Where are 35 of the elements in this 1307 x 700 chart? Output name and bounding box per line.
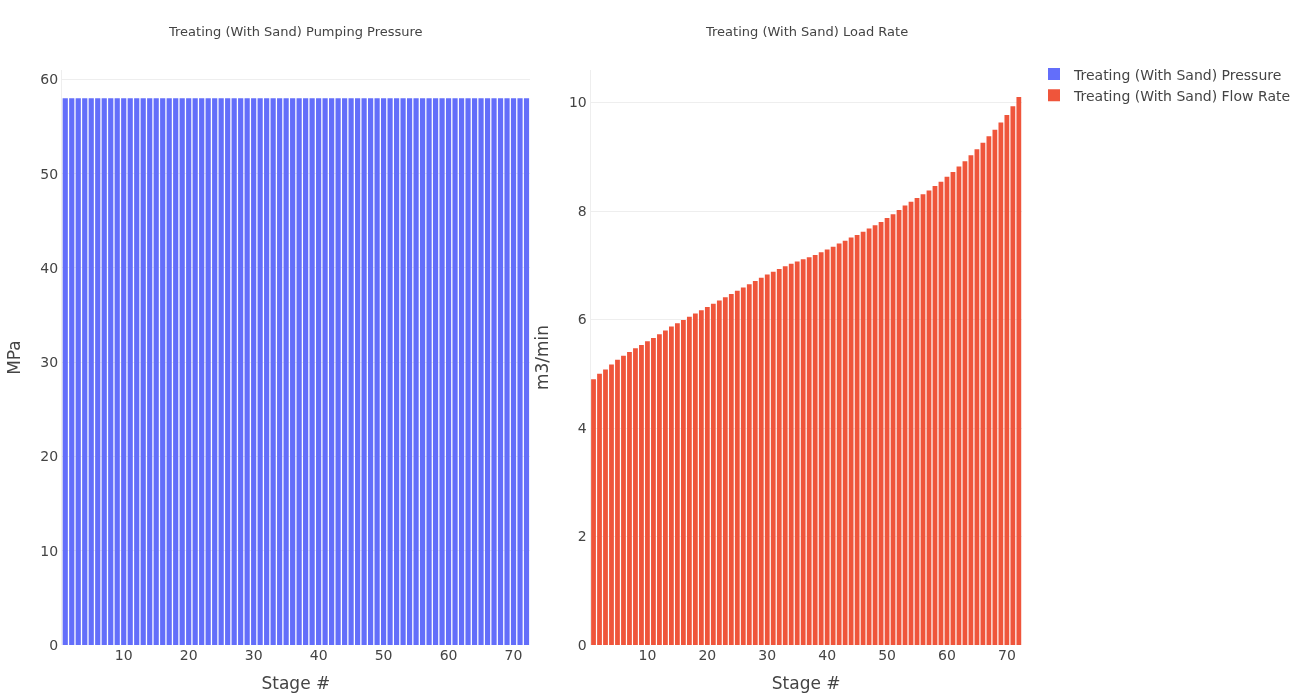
x-tick-label: 20: [179, 647, 198, 663]
y-axis-title: MPa: [3, 340, 24, 375]
x-tick-label: 10: [114, 647, 133, 663]
y-tick-label: 10: [568, 94, 587, 111]
y-tick-label: 0: [577, 636, 587, 653]
x-tick-label: 30: [244, 647, 263, 663]
x-tick-label: 20: [698, 647, 717, 663]
y-tick-label: 6: [577, 311, 587, 328]
x-tick-label: 70: [997, 647, 1016, 663]
y-tick-label: 8: [577, 202, 587, 219]
chart-title: Treating (With Sand) Pumping Pressure: [168, 24, 423, 39]
y-tick-label: 20: [40, 448, 59, 465]
x-tick-label: 60: [439, 647, 458, 663]
legend-label: Treating (With Sand) Pressure: [1073, 66, 1282, 83]
y-tick-label: 10: [40, 542, 59, 559]
legend-label: Treating (With Sand) Flow Rate: [1073, 87, 1291, 104]
x-axis-title: Stage #: [261, 673, 331, 694]
y-tick-label: 40: [40, 259, 59, 276]
x-tick-label: 10: [638, 647, 657, 663]
x-axis-title: Stage #: [771, 673, 841, 694]
y-tick-label: 0: [49, 636, 59, 653]
x-tick-label: 60: [938, 647, 956, 663]
y-tick-label: 30: [40, 354, 59, 371]
y-tick-label: 4: [577, 419, 587, 436]
x-tick-label: 30: [758, 647, 777, 663]
y-axis-title: m3/min: [532, 324, 553, 391]
x-tick-label: 50: [374, 647, 393, 663]
y-tick-label: 50: [40, 165, 59, 182]
x-tick-label: 50: [878, 647, 896, 663]
x-tick-label: 70: [504, 647, 523, 663]
x-tick-label: 40: [818, 647, 837, 663]
x-tick-label: 40: [309, 647, 328, 663]
y-tick-label: 2: [577, 528, 587, 545]
y-tick-label: 60: [40, 71, 59, 88]
chart-title: Treating (With Sand) Load Rate: [705, 24, 909, 39]
